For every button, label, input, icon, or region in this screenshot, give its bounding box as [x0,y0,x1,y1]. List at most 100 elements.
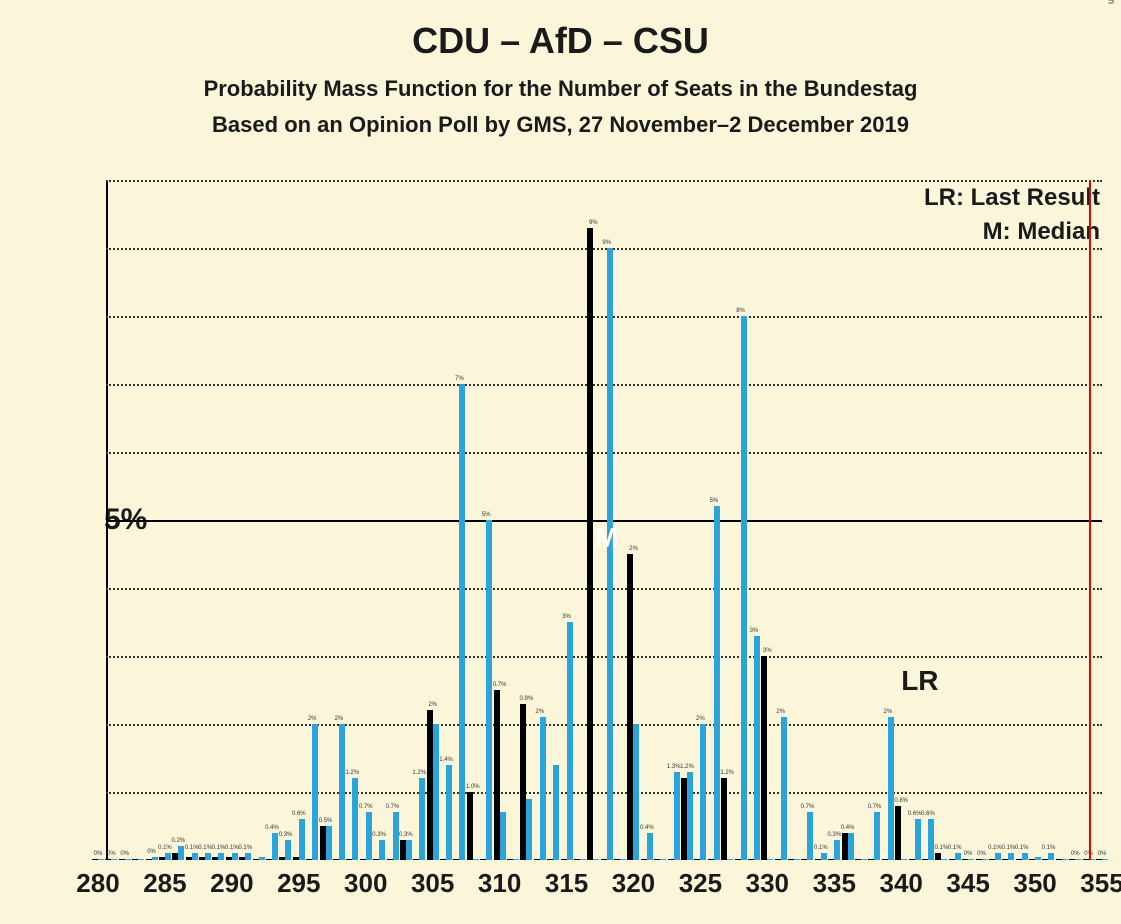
plot-area: 0%0%0%0%0.1%0.2%0.1%0.1%0.1%0.1%0.1%0.4%… [98,180,1102,860]
bar-value-label: 2% [535,709,544,715]
bar-value-label: 2% [883,709,892,715]
x-tick-label: 335 [813,868,856,899]
bar-series-a [1048,853,1054,860]
bar-value-label: 2% [776,709,785,715]
bar-series-a [941,859,947,860]
bar-series-a [633,724,639,860]
bar-value-label: 1.2% [720,770,734,776]
bar-series-b [721,778,727,860]
bar-value-label: 0.4% [265,825,279,831]
bar-value-label: 0% [107,851,116,857]
bar-series-a [580,859,586,860]
bar-value-label: 9% [602,240,611,246]
bar-series-a [486,520,492,860]
bar-series-a [834,840,840,860]
bar-series-a [593,859,599,860]
bar-series-b [587,228,593,860]
bar-series-a [379,840,385,860]
bar-value-label: 0% [147,849,156,855]
bar-series-a [1035,857,1041,860]
bar-series-a [513,859,519,860]
bar-value-label: 0.1% [185,845,199,851]
bar-series-a [674,772,680,860]
bar-series-a [955,853,961,860]
bar-series-a [620,859,626,860]
bar-series-a [165,853,171,860]
x-tick-label: 345 [946,868,989,899]
bar-series-a [473,859,479,860]
bar-series-a [727,859,733,860]
bar-series-a [767,859,773,860]
bar-value-label: 7% [455,376,464,382]
bar-value-label: 0.1% [212,845,226,851]
bar-series-a [861,859,867,860]
bar-value-label: 0.9% [520,696,534,702]
bar-series-a [366,812,372,860]
bar-series-a [406,840,412,860]
bar-series-a [419,778,425,860]
gridline [106,384,1102,386]
bar-series-a [339,724,345,860]
bar-series-a [98,859,104,860]
bar-series-a [540,717,546,860]
bar-value-label: 0.6% [908,811,922,817]
x-tick-label: 310 [478,868,521,899]
x-tick-label: 280 [76,868,119,899]
bar-series-a [152,857,158,860]
bar-value-label: 3% [750,628,759,634]
bar-value-label: 0.3% [827,832,841,838]
bar-series-a [111,859,117,860]
bar-value-label: 0.3% [372,832,386,838]
x-tick-label: 295 [277,868,320,899]
bar-value-label: 5% [709,498,718,504]
bar-value-label: 0.1% [948,845,962,851]
bar-series-a [995,853,1001,860]
bar-series-a [178,846,184,860]
bar-series-a [459,384,465,860]
x-tick-label: 315 [545,868,588,899]
bar-series-a [393,812,399,860]
bar-series-a [754,636,760,860]
bar-series-a [192,853,198,860]
bar-value-label: 2% [629,546,638,552]
bar-series-a [660,859,666,860]
bar-series-a [352,778,358,860]
x-tick-label: 330 [746,868,789,899]
bar-value-label: 0.6% [292,811,306,817]
bar-series-a [928,819,934,860]
gridline [106,316,1102,318]
bar-value-label: 1.2% [680,764,694,770]
bar-series-a [607,248,613,860]
median-text-label: M [595,522,618,554]
copyright-text: © 2021 Filip van Laenen [1107,0,1117,4]
bar-series-a [1062,859,1068,860]
title-main: CDU – AfD – CSU [0,20,1121,62]
bar-series-a [567,622,573,860]
bar-value-label: 0.7% [359,804,373,810]
bar-value-label: 0.1% [814,845,828,851]
x-tick-label: 305 [411,868,454,899]
gridline [106,180,1102,182]
bar-value-label: 9% [589,220,598,226]
x-tick-label: 285 [143,868,186,899]
title-sub2: Based on an Opinion Poll by GMS, 27 Nove… [0,112,1121,138]
bar-series-a [821,853,827,860]
bar-value-label: 0% [120,851,129,857]
bar-series-a [138,859,144,860]
bar-series-a [232,853,238,860]
bar-value-label: 0.1% [1042,845,1056,851]
bar-series-a [982,859,988,860]
bar-value-label: 0.1% [198,845,212,851]
bar-series-a [245,853,251,860]
bar-value-label: 0.1% [1015,845,1029,851]
gridline [106,452,1102,454]
bar-value-label: 3% [562,614,571,620]
bar-series-a [647,833,653,860]
bar-value-label: 0.1% [988,845,1002,851]
gridline [106,588,1102,590]
bar-series-a [125,859,131,860]
x-tick-label: 350 [1013,868,1056,899]
bar-value-label: 0.6% [921,811,935,817]
bar-series-b [895,806,901,860]
bar-value-label: 0% [964,851,973,857]
